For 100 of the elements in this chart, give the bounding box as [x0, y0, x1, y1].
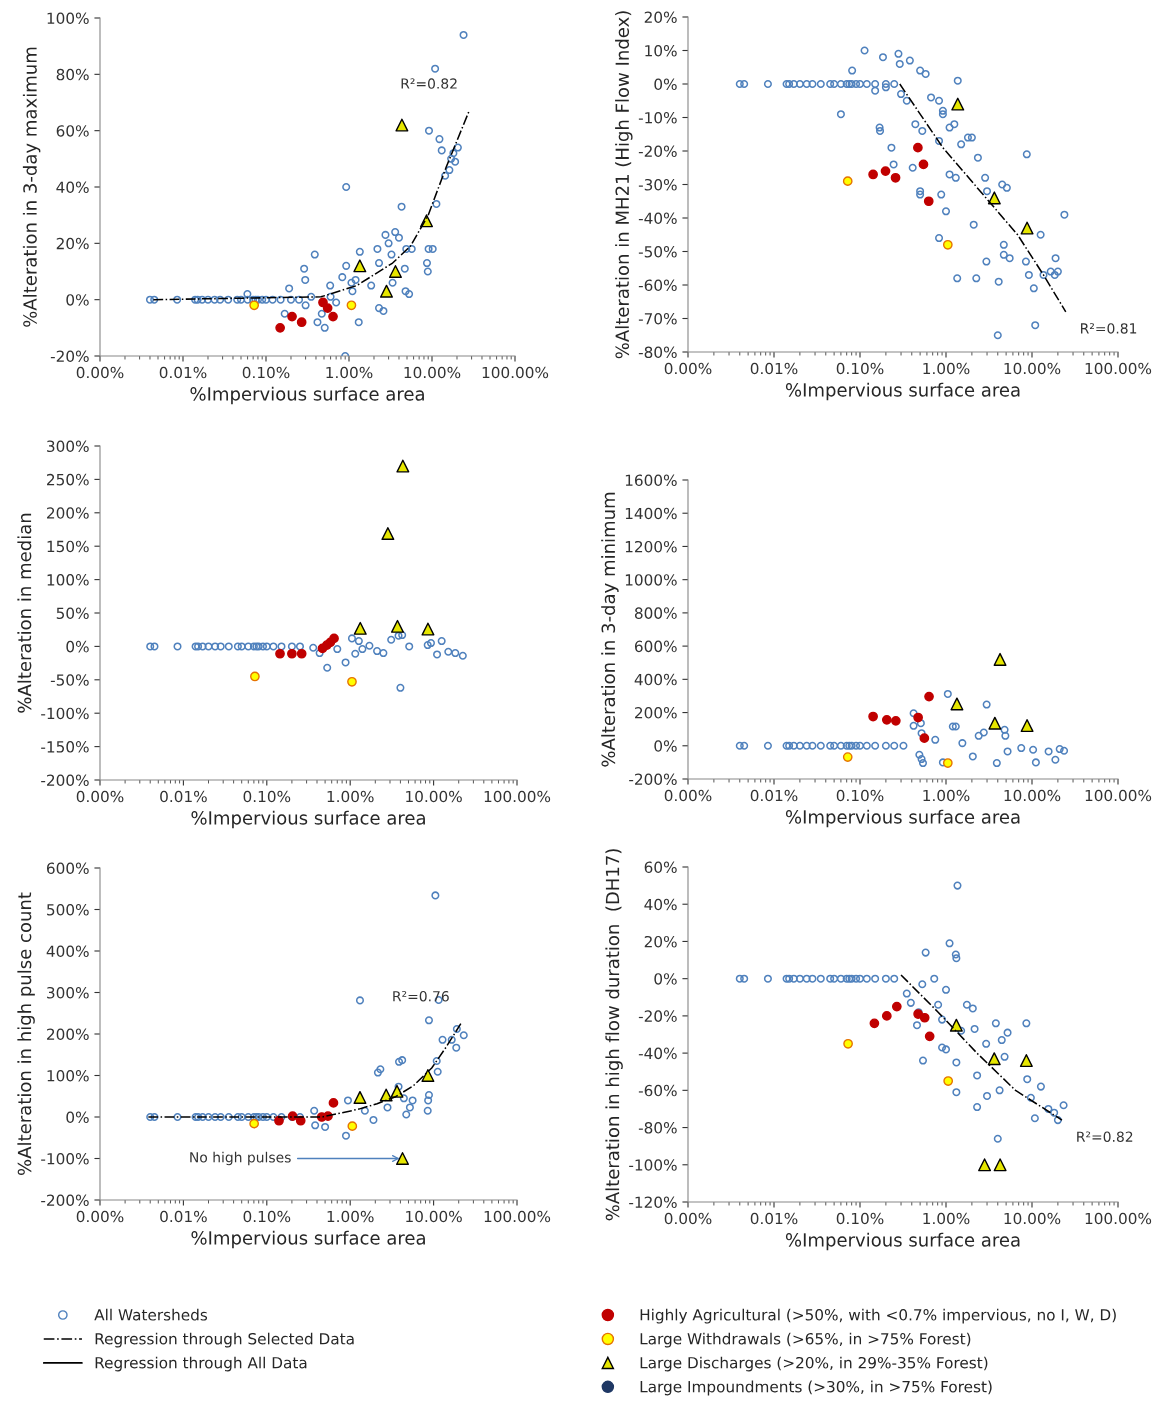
x-tick-label: 0.00%	[664, 362, 712, 375]
y-axis-title: %Alteration in high flow duration (DH17)	[605, 849, 623, 1221]
x-tick-label: 0.10%	[243, 790, 291, 803]
y-tick-label: 200%	[47, 507, 89, 519]
y-tick-label: 200%	[635, 707, 677, 719]
y-tick-label: 400%	[46, 945, 89, 958]
y-tick-label: 250%	[47, 473, 89, 486]
y-tick-label: -20%	[50, 350, 89, 363]
y-axis-title: %Alteration in MH21 (High Flow Index)	[615, 11, 633, 359]
y-tick-label: -100%	[629, 1159, 677, 1171]
x-tick-label: 1.00%	[923, 362, 970, 375]
x-tick-label: 0.01%	[750, 1212, 798, 1225]
x-tick-label: 1.00%	[327, 790, 374, 803]
y-tick-label: 100%	[47, 1069, 89, 1082]
y-tick-label: 1400%	[625, 507, 677, 520]
x-tick-label: 0.01%	[160, 790, 207, 803]
y-tick-label: -100%	[41, 707, 89, 720]
y-tick-label: 1600%	[625, 474, 677, 487]
y-tick-label: 0%	[654, 78, 677, 91]
legend-label: Regression through All Data	[95, 1356, 307, 1372]
y-axis-title: %Alteration in 3-day maximum	[22, 47, 41, 327]
y-tick-label: 300%	[47, 440, 89, 453]
y-tick-label: -100%	[41, 1152, 89, 1165]
y-tick-label: -60%	[638, 1084, 677, 1097]
y-tick-label: 0%	[66, 640, 89, 653]
y-tick-label: -80%	[638, 1122, 677, 1134]
x-tick-label: 0.01%	[160, 1210, 207, 1223]
y-tick-label: 100%	[47, 574, 89, 586]
y-tick-label: 40%	[644, 898, 677, 911]
x-tick-label: 1.00%	[923, 1212, 970, 1225]
x-tick-label: 0.00%	[76, 790, 124, 803]
y-tick-label: 1200%	[625, 540, 677, 553]
y-tick-label: -120%	[629, 1196, 677, 1209]
x-tick-label: 100.00%	[484, 790, 551, 803]
y-tick-label: 20%	[644, 935, 677, 948]
x-tick-label: 0.01%	[750, 789, 798, 802]
annotation: R²=0.81	[1081, 323, 1137, 334]
y-tick-label: 80%	[56, 68, 89, 81]
y-tick-label: 20%	[56, 237, 89, 250]
x-tick-label: 0.10%	[836, 1212, 884, 1225]
x-tick-label: 100.00%	[1085, 789, 1152, 802]
y-tick-label: -200%	[41, 1194, 89, 1207]
legend-label: Large Withdrawals (>65%, in >75% Forest)	[640, 1332, 971, 1348]
y-tick-label: 1000%	[625, 574, 677, 586]
y-tick-label: -70%	[638, 312, 677, 325]
x-tick-label: 10.00%	[1004, 362, 1061, 375]
y-tick-label: 150%	[47, 540, 89, 553]
y-tick-label: 600%	[46, 862, 89, 875]
x-tick-label: 100.00%	[484, 1210, 551, 1223]
x-axis-title: %Impervious surface area	[191, 810, 425, 829]
legend-label: Large Discharges (>20%, in 29%-35% Forest)	[640, 1356, 988, 1372]
y-tick-label: -10%	[638, 111, 677, 124]
y-tick-label: -50%	[638, 245, 677, 258]
y-tick-label: 0%	[66, 294, 89, 306]
x-axis-title: %Impervious surface area	[190, 386, 424, 405]
y-tick-label: -60%	[638, 279, 677, 292]
x-tick-label: 10.00%	[1004, 789, 1061, 802]
x-axis-title: %Impervious surface area	[785, 1232, 1020, 1251]
y-tick-label: 0%	[66, 1111, 89, 1124]
y-tick-label: -40%	[638, 1047, 677, 1060]
x-tick-label: 10.00%	[406, 790, 462, 803]
y-tick-label: -150%	[41, 741, 89, 753]
y-tick-label: -200%	[41, 774, 89, 787]
y-tick-label: -80%	[638, 346, 677, 359]
x-tick-label: 0.10%	[836, 362, 884, 375]
y-tick-label: 10%	[645, 44, 677, 57]
y-tick-label: 40%	[56, 181, 89, 194]
y-tick-label: 60%	[56, 125, 89, 137]
y-tick-label: -30%	[638, 178, 677, 191]
y-tick-label: -20%	[638, 1010, 677, 1022]
legend-label: All Watersheds	[94, 1308, 208, 1321]
x-axis-title: %Impervious surface area	[785, 809, 1020, 828]
y-tick-label: -20%	[638, 145, 677, 158]
x-tick-label: 0.01%	[750, 362, 798, 375]
x-tick-label: 10.00%	[1004, 1212, 1061, 1225]
y-tick-label: 500%	[47, 903, 89, 916]
y-tick-label: 60%	[644, 861, 677, 874]
x-tick-label: 0.10%	[243, 1210, 291, 1223]
y-axis-title: %Alteration in median	[17, 513, 32, 713]
x-tick-label: 0.10%	[836, 789, 884, 802]
y-axis-title: %Alteration in high pulse count	[17, 892, 35, 1175]
y-tick-label: 200%	[47, 1028, 89, 1041]
y-tick-label: -200%	[629, 773, 677, 786]
x-tick-label: 0.00%	[664, 1212, 712, 1225]
annotation: R²=0.76	[393, 990, 449, 1002]
y-axis-title: %Alteration in 3-day minimum	[601, 492, 619, 767]
y-tick-label: 600%	[634, 640, 677, 653]
x-tick-label: 0.01%	[159, 366, 207, 379]
legend-label: Highly Agricultural (>50%, with <0.7% impervious, no I, W, D)	[640, 1308, 1116, 1324]
x-tick-label: 10.00%	[406, 1210, 462, 1223]
annotation: No high pulses	[190, 1151, 291, 1166]
x-tick-label: 0.10%	[242, 366, 290, 379]
x-tick-label: 100.00%	[1085, 1212, 1152, 1225]
y-tick-label: 20%	[644, 11, 677, 24]
x-tick-label: 100.00%	[1085, 362, 1152, 375]
legend-label: Regression through Selected Data	[95, 1332, 354, 1348]
y-tick-label: 800%	[634, 607, 677, 619]
x-tick-label: 1.00%	[327, 1210, 374, 1223]
x-tick-label: 0.00%	[664, 789, 712, 802]
y-tick-label: 100%	[47, 12, 89, 25]
